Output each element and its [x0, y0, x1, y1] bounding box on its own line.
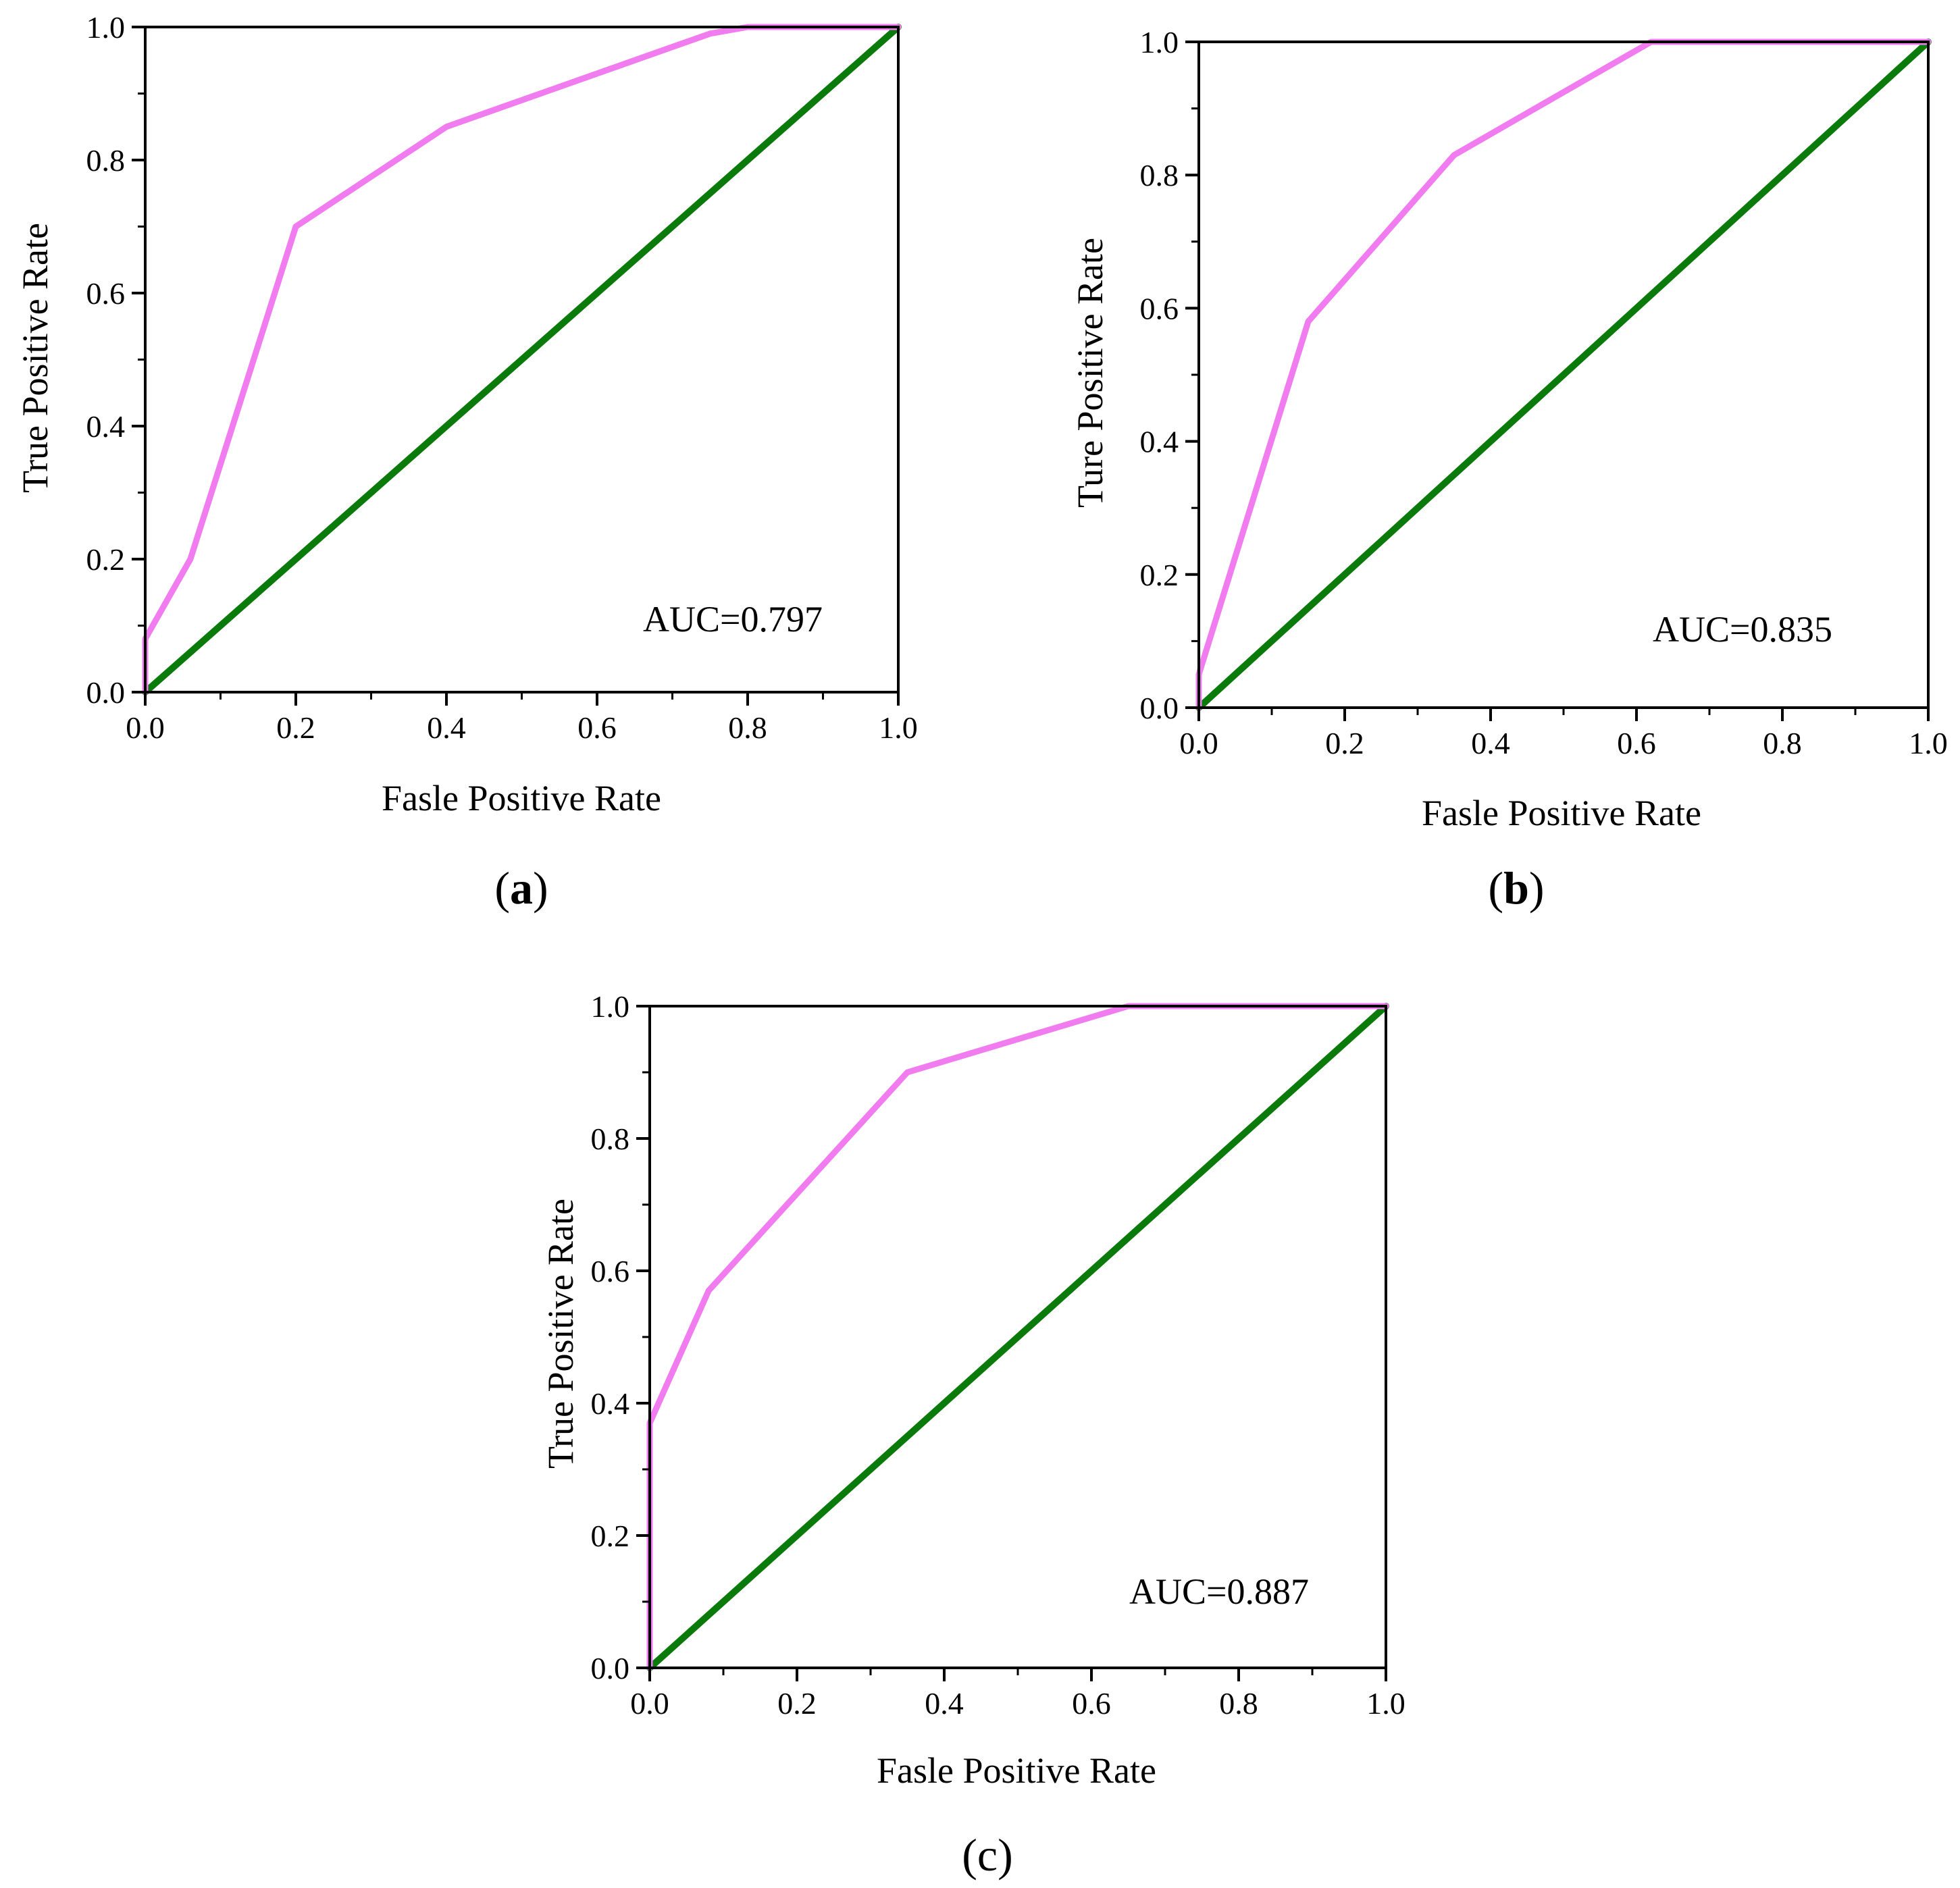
x-tick-label-b: 0.0: [1179, 726, 1218, 760]
y-axis-title-b: Ture Positive Rate: [1070, 238, 1110, 508]
x-tick-label-b: 0.4: [1471, 726, 1510, 760]
y-tick-label-b: 0.2: [1140, 558, 1179, 592]
y-tick-label-b: 1.0: [1140, 25, 1179, 59]
x-tick-label-b: 0.6: [1617, 726, 1656, 760]
y-tick-label-b: 0.6: [1140, 291, 1179, 325]
x-tick-label-b: 1.0: [1909, 726, 1948, 760]
x-tick-label-a: 1.0: [879, 710, 918, 745]
auc-annotation-a: AUC=0.797: [643, 599, 823, 639]
x-tick-label-b: 0.8: [1763, 726, 1802, 760]
y-tick-label-c: 0.4: [591, 1386, 630, 1421]
x-tick-label-c: 0.4: [925, 1686, 964, 1721]
auc-annotation-c: AUC=0.887: [1129, 1571, 1309, 1612]
y-tick-label-b: 0.8: [1140, 158, 1179, 192]
chance-diagonal-c: [646, 1003, 1389, 1671]
y-axis-title-a: True Positive Rate: [15, 223, 55, 493]
x-tick-label-a: 0.2: [276, 710, 315, 745]
x-tick-label-c: 0.6: [1072, 1686, 1111, 1721]
x-axis-title-a: Fasle Positive Rate: [382, 778, 661, 818]
panel-label-b: (b): [1488, 862, 1544, 914]
x-axis-title-c: Fasle Positive Rate: [877, 1750, 1156, 1791]
auc-annotation-b: AUC=0.835: [1653, 609, 1832, 650]
panel-label-c: (c): [962, 1829, 1013, 1881]
x-tick-label-b: 0.2: [1325, 726, 1364, 760]
y-tick-label-a: 0.6: [86, 276, 126, 311]
x-tick-label-c: 1.0: [1366, 1686, 1405, 1721]
panel-label-a: (a): [494, 862, 548, 914]
y-tick-label-c: 1.0: [591, 989, 630, 1024]
y-axis-title-c: True Positive Rate: [540, 1199, 581, 1469]
panel-letter-c: c: [977, 1829, 998, 1881]
y-tick-label-c: 0.8: [591, 1122, 630, 1156]
x-tick-label-c: 0.2: [777, 1686, 817, 1721]
x-tick-label-a: 0.6: [577, 710, 617, 745]
chart-panel-c: Fasle Positive Rate True Positive Rate A…: [540, 989, 1405, 1881]
y-tick-label-a: 1.0: [86, 10, 126, 45]
panel-letter-a: a: [510, 862, 533, 914]
y-tick-label-c: 0.0: [591, 1651, 630, 1685]
chart-panel-b: Fasle Positive Rate Ture Positive Rate A…: [1070, 25, 1948, 914]
y-tick-label-b: 0.0: [1140, 691, 1179, 725]
y-tick-label-a: 0.4: [86, 409, 126, 444]
chance-diagonal-b: [1195, 38, 1932, 711]
y-tick-label-a: 0.8: [86, 143, 126, 178]
chart-panel-a: Fasle Positive Rate True Positive Rate A…: [15, 10, 918, 914]
y-tick-label-b: 0.4: [1140, 425, 1179, 459]
x-axis-title-b: Fasle Positive Rate: [1422, 793, 1701, 833]
y-tick-label-a: 0.0: [86, 675, 126, 710]
x-tick-label-c: 0.8: [1219, 1686, 1258, 1721]
y-tick-label-c: 0.6: [591, 1254, 630, 1288]
chance-diagonal-a: [142, 24, 902, 696]
x-tick-label-c: 0.0: [630, 1686, 669, 1721]
x-tick-label-a: 0.0: [126, 710, 165, 745]
x-tick-label-a: 0.4: [427, 710, 466, 745]
x-tick-label-a: 0.8: [728, 710, 767, 745]
panel-letter-b: b: [1503, 862, 1529, 914]
y-tick-label-a: 0.2: [86, 542, 126, 577]
y-tick-label-c: 0.2: [591, 1519, 630, 1553]
